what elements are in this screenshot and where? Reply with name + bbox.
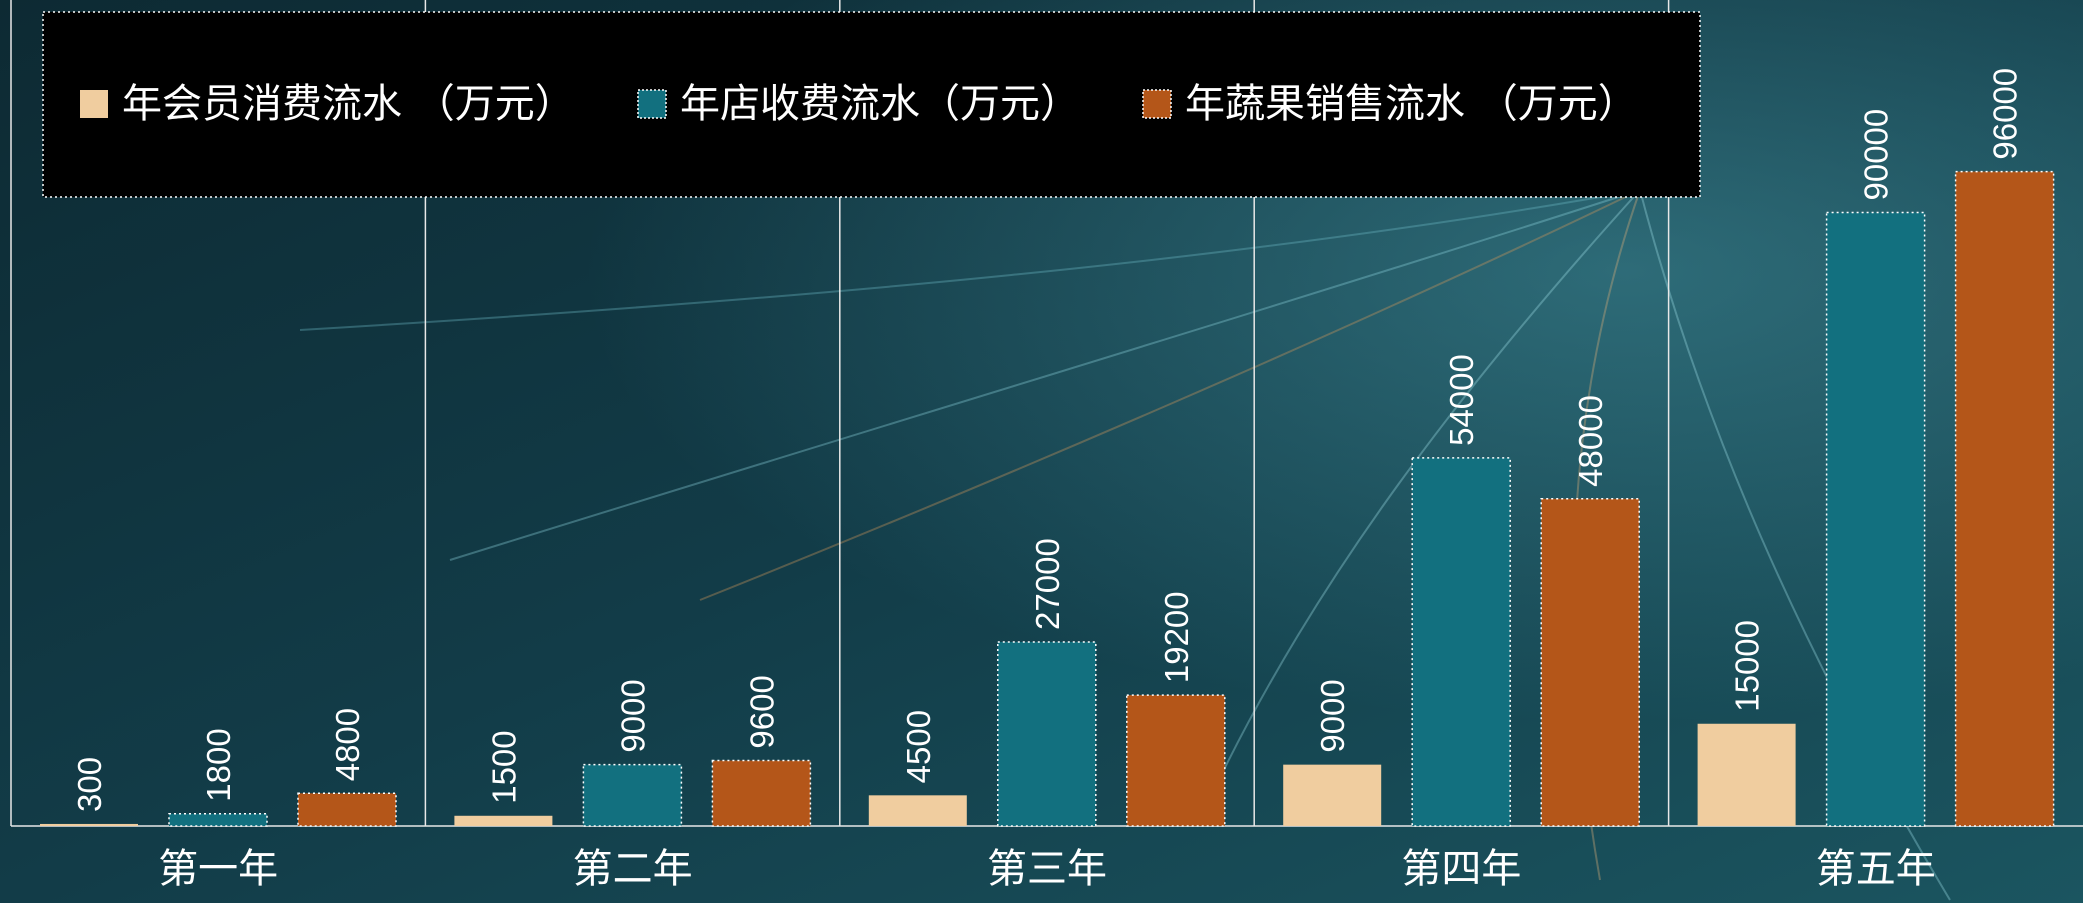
value-label: 27000 <box>1029 538 1066 630</box>
bar <box>1827 213 1925 827</box>
bar <box>998 642 1096 826</box>
bar <box>712 761 810 826</box>
bar <box>1698 724 1796 826</box>
x-tick-label: 第四年 <box>1401 846 1521 891</box>
value-label: 9000 <box>614 679 651 752</box>
bar <box>454 816 552 826</box>
legend-label: 年蔬果销售流水 （万元） <box>1185 81 1638 127</box>
value-label: 9600 <box>743 675 780 748</box>
bar <box>169 814 267 826</box>
value-label: 54000 <box>1443 354 1480 446</box>
x-tick-label: 第一年 <box>158 846 278 891</box>
legend-swatch <box>638 90 666 118</box>
value-label: 48000 <box>1572 395 1609 487</box>
value-label: 4500 <box>900 710 937 783</box>
value-label: 19200 <box>1158 591 1195 683</box>
legend-swatch <box>80 90 108 118</box>
bar <box>40 824 138 826</box>
legend: 年会员消费流水 （万元） 年店收费流水（万元） 年蔬果销售流水 （万元） <box>80 81 1638 127</box>
bar <box>1127 695 1225 826</box>
value-label: 4800 <box>329 708 366 781</box>
value-label: 1800 <box>200 728 237 801</box>
value-label: 90000 <box>1858 109 1895 201</box>
bar <box>583 765 681 826</box>
chart: 第一年 300 1800 4800 第二年 1500 9000 9600 第三年 4500 2700… <box>0 0 2083 903</box>
bar <box>298 793 396 826</box>
value-label: 300 <box>71 757 108 812</box>
bar <box>1541 499 1639 826</box>
value-label: 1500 <box>485 730 522 803</box>
legend-label: 年会员消费流水 （万元） <box>122 81 575 127</box>
bar <box>1412 458 1510 826</box>
value-label: 96000 <box>1987 68 2024 160</box>
bar <box>1956 172 2054 826</box>
x-tick-label: 第二年 <box>573 846 693 891</box>
bar <box>1283 765 1381 826</box>
x-tick-label: 第三年 <box>987 846 1107 891</box>
value-label: 9000 <box>1314 679 1351 752</box>
value-label: 15000 <box>1729 620 1766 712</box>
legend-label: 年店收费流水（万元） <box>680 81 1080 127</box>
bar <box>869 795 967 826</box>
legend-swatch <box>1143 90 1171 118</box>
x-tick-label: 第五年 <box>1816 846 1936 891</box>
